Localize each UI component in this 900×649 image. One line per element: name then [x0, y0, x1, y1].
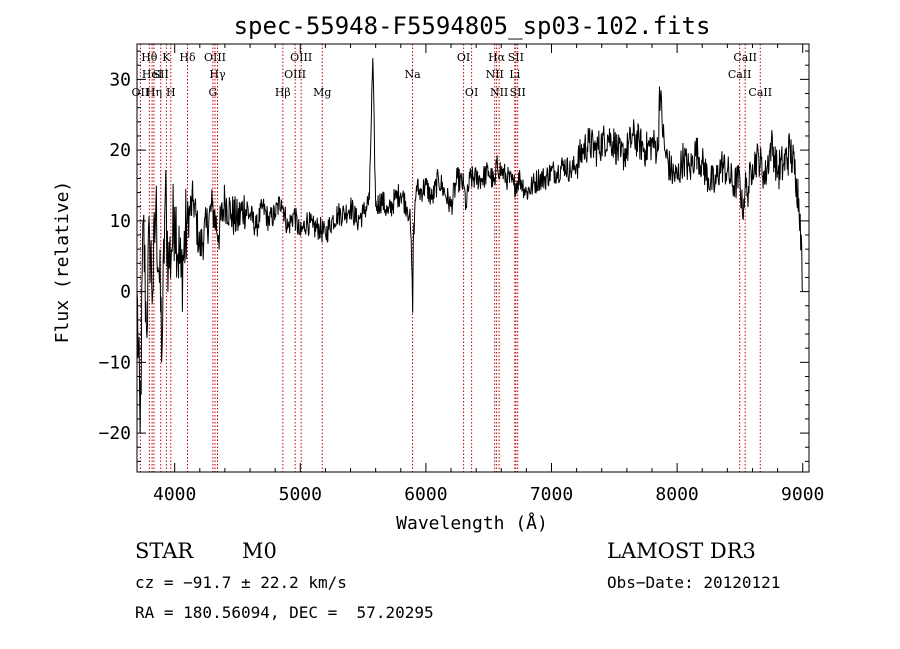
x-tick-label: 5000	[279, 484, 322, 505]
y-tick-labels: −20 −10 0 10 20 30	[98, 69, 131, 444]
y-tick-label: 0	[120, 282, 131, 303]
line-marker-label-Li: Li	[509, 68, 520, 81]
line-marker-label-H: H	[166, 86, 176, 99]
y-tick-label: −10	[98, 352, 131, 373]
line-marker-label-Hα: Hα	[488, 51, 506, 64]
line-marker-label-G: G	[208, 86, 217, 99]
survey-name: LAMOST DR3	[607, 539, 756, 563]
line-marker-labels: OII Hθ HeI Hη SII K H Hδ OIII G Hγ Hβ OIII OIII Mg Na OI…	[132, 51, 773, 99]
y-tick-label: 20	[109, 140, 131, 161]
y-tick-label: 10	[109, 211, 131, 232]
line-marker-label-SII: SII	[153, 68, 169, 81]
y-tick-label: 30	[109, 69, 131, 90]
line-marker-label-Mg: Mg	[313, 86, 331, 99]
line-marker-label-OI: OI	[465, 86, 478, 99]
x-tick-label: 4000	[153, 484, 196, 505]
line-marker-label-OI: OI	[457, 51, 470, 64]
line-marker-label-NII: NII	[486, 68, 504, 81]
x-axis-label: Wavelength (Å)	[396, 512, 548, 534]
line-marker-label-Hγ: Hγ	[209, 68, 226, 81]
line-marker-label-Hθ: Hθ	[141, 51, 158, 64]
line-marker-label-CaII: CaII	[748, 86, 772, 99]
object-class: STAR	[135, 539, 194, 563]
line-marker-label-Na: Na	[404, 68, 421, 81]
redshift-velocity: cz = −91.7 ± 22.2 km/s	[135, 573, 347, 592]
x-tick-label: 7000	[530, 484, 573, 505]
line-marker-label-SII: SII	[510, 86, 526, 99]
y-tick-label: −20	[98, 423, 131, 444]
chart-title: spec-55948-F5594805_sp03-102.fits	[234, 12, 711, 40]
line-marker-label-CaII: CaII	[733, 51, 757, 64]
line-marker-label-OIII: OIII	[290, 51, 312, 64]
x-tick-label: 9000	[781, 484, 824, 505]
line-marker-label-OIII: OIII	[284, 68, 306, 81]
line-markers	[139, 44, 761, 472]
line-marker-label-NII: NII	[490, 86, 508, 99]
line-marker-label-SII: SII	[508, 51, 524, 64]
line-marker-label-Hδ: Hδ	[179, 51, 196, 64]
plot-frame	[136, 43, 810, 473]
line-marker-label-Hβ: Hβ	[275, 86, 291, 99]
coordinates: RA = 180.56094, DEC = 57.20295	[135, 603, 434, 622]
line-marker-label-CaII: CaII	[728, 68, 752, 81]
line-marker-label-OII: OII	[132, 86, 150, 99]
x-tick-label: 8000	[655, 484, 698, 505]
line-marker-label-Hη: Hη	[146, 86, 162, 99]
observation-date: Obs−Date: 20120121	[607, 573, 781, 592]
line-marker-label-OIII: OIII	[204, 51, 226, 64]
line-marker-label-HeI: HeI	[142, 68, 162, 81]
object-subclass: M0	[242, 539, 277, 563]
x-tick-labels: 4000 5000 6000 7000 8000 9000	[153, 484, 824, 505]
line-marker-label-K: K	[162, 51, 171, 64]
axis-ticks	[137, 44, 809, 472]
y-axis-label: Flux (relative)	[52, 181, 73, 344]
x-tick-label: 6000	[404, 484, 447, 505]
spectrum-line	[136, 58, 804, 434]
